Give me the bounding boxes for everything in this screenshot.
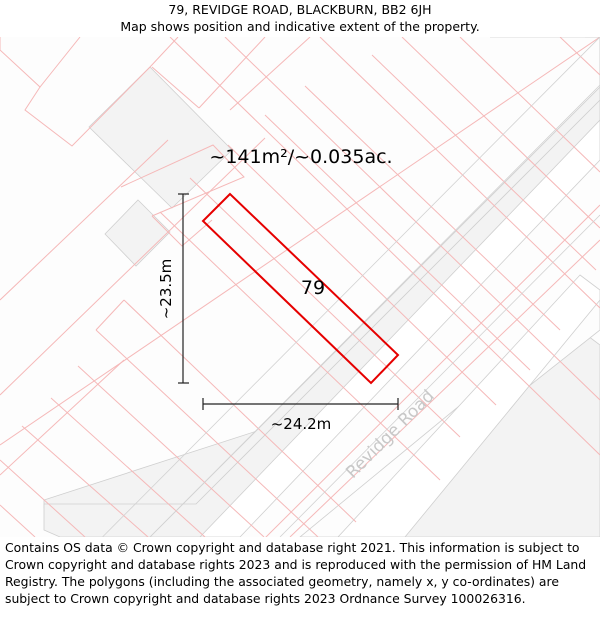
height-dimension-label: ~23.5m bbox=[157, 259, 175, 320]
parcel-boundaries bbox=[0, 37, 600, 537]
dimension-lines bbox=[178, 193, 399, 410]
building-edges bbox=[101, 37, 600, 537]
road-name-label: Revidge Road bbox=[342, 386, 438, 482]
property-number-label: 79 bbox=[301, 277, 325, 299]
terrace-band bbox=[43, 37, 600, 537]
property-map[interactable]: ~141m²/~0.035ac. 79 ~23.5m ~24.2m Revidg… bbox=[0, 37, 600, 537]
property-address-title: 79, REVIDGE ROAD, BLACKBURN, BB2 6JH bbox=[168, 2, 432, 17]
revidge-road-strip bbox=[199, 119, 600, 537]
copyright-attribution: Contains OS data © Crown copyright and d… bbox=[5, 540, 587, 606]
width-dimension-label: ~24.2m bbox=[271, 415, 332, 433]
map-subtitle: Map shows position and indicative extent… bbox=[120, 19, 480, 34]
area-label: ~141m²/~0.035ac. bbox=[209, 146, 392, 168]
map-header: 79, REVIDGE ROAD, BLACKBURN, BB2 6JH Map… bbox=[0, 0, 600, 37]
property-boundary-79 bbox=[201, 192, 400, 385]
